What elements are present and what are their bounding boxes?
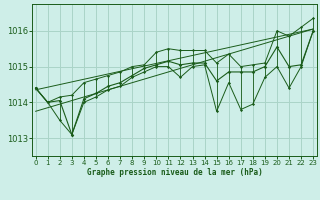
X-axis label: Graphe pression niveau de la mer (hPa): Graphe pression niveau de la mer (hPa)	[86, 168, 262, 177]
